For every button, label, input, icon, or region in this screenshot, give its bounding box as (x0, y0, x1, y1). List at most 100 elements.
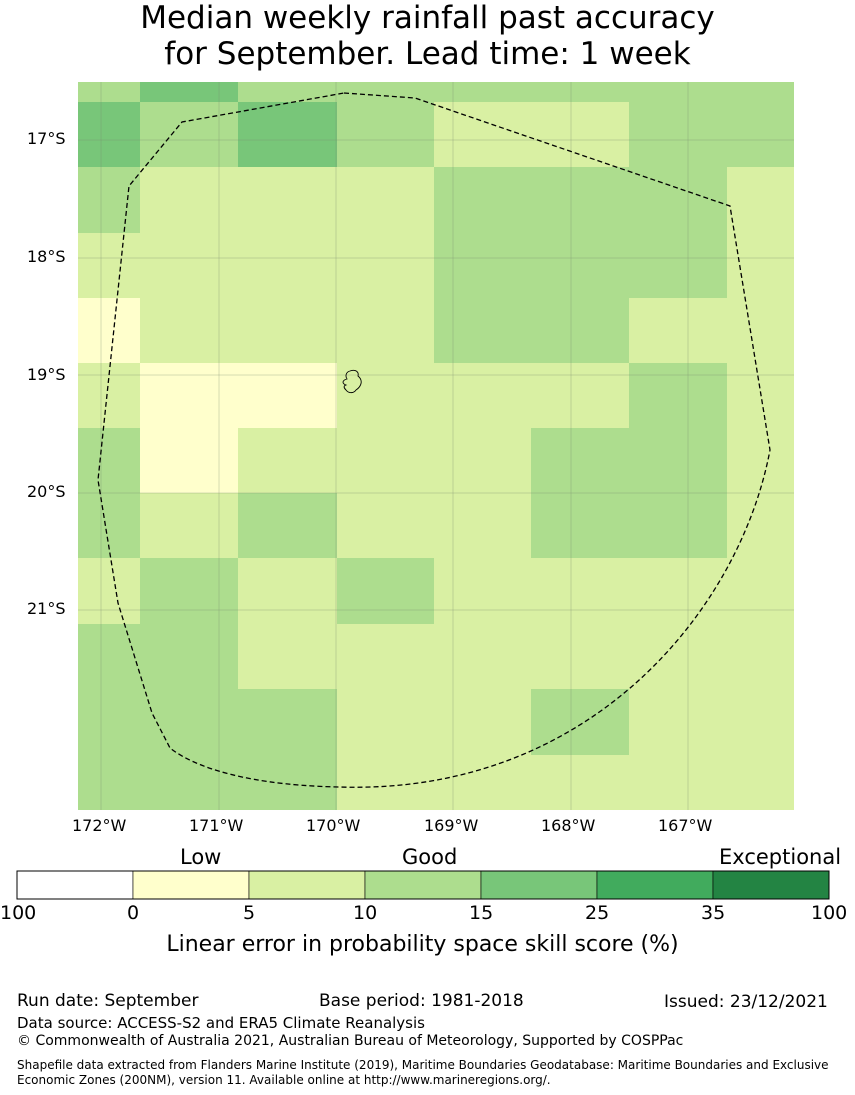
grid-cell (78, 233, 140, 298)
chart-title-line-2: for September. Lead time: 1 week (164, 36, 691, 72)
grid-cell (629, 233, 727, 298)
grid-cell (727, 624, 794, 689)
colorbar-tick: 5 (243, 902, 256, 924)
grid-cell (434, 363, 531, 428)
grid-cell (531, 82, 629, 102)
colorbar-tick: 10 (353, 902, 378, 924)
grid-cell (434, 82, 531, 102)
colorbar-swatch (16, 870, 134, 900)
grid-cell (434, 298, 531, 363)
colorbar-tick: 15 (469, 902, 494, 924)
grid-cell (238, 558, 337, 624)
grid-cell (531, 363, 629, 428)
grid-cell (629, 82, 727, 102)
colorbar-frame (16, 870, 830, 900)
chart-title-line-1: Median weekly rainfall past accuracy (140, 0, 715, 36)
lat-label-21s: 21°S (27, 599, 66, 618)
colorbar-tick: 0 (127, 902, 140, 924)
grid-cell (238, 102, 337, 167)
copyright-notice: © Commonwealth of Australia 2021, Austra… (17, 1033, 684, 1049)
grid-cell (238, 428, 337, 493)
grid-cell (78, 689, 140, 755)
shapefile-credit-line-1: Shapefile data extracted from Flanders M… (17, 1058, 829, 1072)
grid-cell (434, 689, 531, 755)
lon-label-171w: 171°W (189, 816, 244, 835)
grid-cell (78, 298, 140, 363)
grid-cell (531, 167, 629, 233)
niue-coastline (342, 369, 362, 394)
grid-cell (238, 689, 337, 755)
lon-label-169w: 169°W (424, 816, 479, 835)
grid-cell (78, 82, 140, 102)
grid-cell (140, 689, 238, 755)
grid-cell (531, 689, 629, 755)
grid-cell (337, 363, 434, 428)
grid-cell (531, 755, 629, 810)
colorbar-category-low: Low (180, 845, 222, 869)
skill-map (16, 82, 830, 900)
grid-cell (434, 167, 531, 233)
colorbar-title: Linear error in probability space skill … (166, 932, 679, 957)
colorbar-swatch (248, 870, 366, 900)
grid-cell (434, 624, 531, 689)
colorbar-tick: 25 (585, 902, 610, 924)
grid-cell (78, 755, 140, 810)
lon-label-172w: 172°W (72, 816, 127, 835)
run-date: Run date: September (17, 991, 199, 1011)
grid-cell (140, 755, 238, 810)
grid-cell (531, 233, 629, 298)
colorbar-swatch (712, 870, 830, 900)
grid-cell (238, 493, 337, 558)
grid-cell (337, 755, 434, 810)
grid-cell (531, 428, 629, 493)
data-source: Data source: ACCESS-S2 and ERA5 Climate … (17, 1014, 425, 1032)
grid-cell (629, 298, 727, 363)
colorbar-category-exceptional: Exceptional (719, 845, 842, 869)
grid-cell (238, 755, 337, 810)
skill-grid (78, 82, 794, 810)
grid-cell (531, 493, 629, 558)
grid-cell (629, 558, 727, 624)
grid-cell (629, 167, 727, 233)
grid-cell (629, 493, 727, 558)
grid-cell (727, 102, 794, 167)
grid-cell (629, 363, 727, 428)
grid-cell (238, 363, 337, 428)
grid-cell (727, 233, 794, 298)
base-period: Base period: 1981-2018 (319, 991, 524, 1011)
grid-cell (629, 102, 727, 167)
grid-cell (140, 624, 238, 689)
grid-cell (531, 298, 629, 363)
grid-cell (238, 298, 337, 363)
grid-cell (140, 233, 238, 298)
grid-cell (140, 363, 238, 428)
colorbar-tick: 100 (811, 902, 848, 924)
grid-cell (727, 755, 794, 810)
grid-cell (629, 624, 727, 689)
grid-cell (727, 689, 794, 755)
grid-cell (727, 167, 794, 233)
grid-cell (78, 102, 140, 167)
grid-cell (337, 233, 434, 298)
lon-label-170w: 170°W (306, 816, 361, 835)
lon-label-168w: 168°W (541, 816, 596, 835)
grid-cell (434, 558, 531, 624)
grid-cell (337, 689, 434, 755)
grid-cell (140, 558, 238, 624)
grid-cell (337, 102, 434, 167)
grid-cell (78, 624, 140, 689)
grid-cell (531, 624, 629, 689)
grid-cell (727, 428, 794, 493)
grid-cell (531, 102, 629, 167)
grid-cell (727, 82, 794, 102)
grid-cell (140, 428, 238, 493)
colorbar-tick: 35 (701, 902, 726, 924)
grid-cell (629, 755, 727, 810)
grid-cell (238, 624, 337, 689)
colorbar-swatch (596, 870, 714, 900)
grid-cell (337, 428, 434, 493)
grid-cell (434, 493, 531, 558)
lon-label-167w: 167°W (658, 816, 713, 835)
grid-cell (238, 233, 337, 298)
grid-cell (140, 102, 238, 167)
